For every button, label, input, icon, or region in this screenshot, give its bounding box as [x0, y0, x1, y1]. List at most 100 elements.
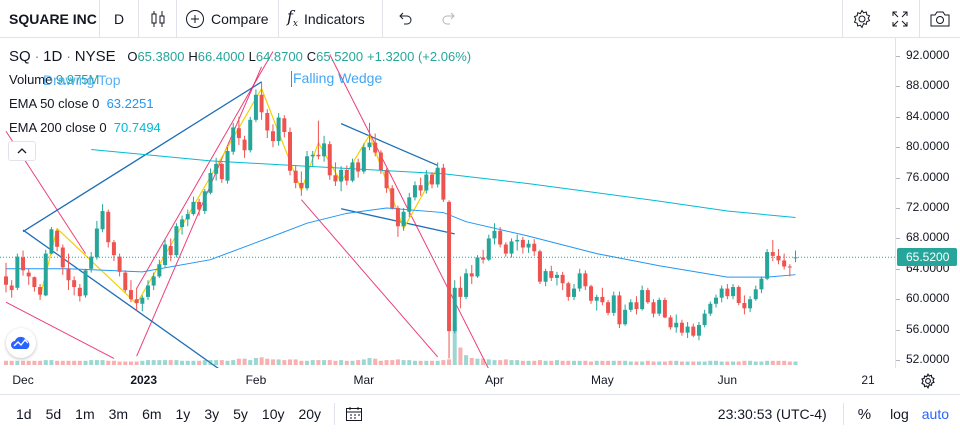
volume-bar: [589, 361, 594, 365]
volume-bar: [384, 360, 389, 365]
candle-body: [765, 252, 770, 279]
volume-bar: [197, 360, 202, 365]
range-button-1d[interactable]: 1d: [16, 406, 32, 422]
function-icon: fx: [287, 7, 298, 30]
legend-exchange: NYSE: [74, 48, 116, 65]
symbol-label: SQUARE INC: [9, 10, 97, 27]
candle-body: [367, 142, 372, 148]
candle-body: [753, 289, 758, 300]
volume-label[interactable]: Volume: [9, 72, 53, 87]
candle-body: [208, 173, 213, 193]
range-button-6m[interactable]: 6m: [142, 406, 162, 422]
candle-body: [736, 287, 741, 303]
compare-button[interactable]: Compare: [177, 0, 279, 38]
tradingview-logo[interactable]: [6, 328, 36, 358]
volume-bar: [163, 360, 168, 365]
log-toggle[interactable]: log: [890, 406, 909, 422]
candle-body: [94, 228, 99, 258]
candle-body: [390, 188, 395, 208]
last-price-badge: 65.5200: [897, 248, 957, 267]
volume-bar: [288, 359, 292, 365]
candle-body: [299, 182, 304, 189]
volume-bar: [503, 359, 508, 365]
range-button-10y[interactable]: 10y: [261, 406, 285, 422]
divider: [334, 403, 336, 425]
goto-date-button[interactable]: [335, 406, 373, 422]
chart-type-button[interactable]: [139, 0, 177, 38]
range-button-1m[interactable]: 1m: [75, 406, 95, 422]
ema50-path: [6, 207, 796, 278]
volume-bar: [282, 360, 287, 365]
candle-body: [163, 244, 168, 265]
collapse-legend-button[interactable]: [8, 141, 36, 161]
candle-body: [316, 154, 321, 157]
settings-button[interactable]: [842, 0, 881, 38]
chart-legend: SQ · 1D · NYSE O65.3800 H66.4000 L64.870…: [9, 44, 471, 140]
redo-button[interactable]: [427, 0, 471, 38]
symbol-search[interactable]: SQUARE INC: [0, 0, 100, 38]
candle-body: [469, 273, 474, 277]
candle-body: [435, 167, 440, 185]
price-chart[interactable]: [0, 38, 895, 368]
volume-bar: [736, 361, 741, 365]
candles-icon: [151, 10, 164, 27]
candle-body: [89, 256, 94, 269]
range-button-5d[interactable]: 5d: [45, 406, 62, 422]
candle-body: [537, 251, 542, 282]
falling-wedge-label[interactable]: Falling Wedge: [293, 70, 383, 86]
volume-bar: [72, 360, 77, 365]
candle-body: [770, 252, 775, 256]
candle-body: [191, 201, 196, 215]
range-button-3m[interactable]: 3m: [108, 406, 129, 422]
volume-bar: [560, 360, 565, 365]
top-toolbar: SQUARE INC D Compare fx Indicators: [0, 0, 960, 38]
candle-body: [606, 302, 611, 313]
volume-bar: [322, 360, 327, 365]
fullscreen-button[interactable]: [881, 0, 919, 38]
volume-bar: [628, 361, 633, 365]
percent-toggle[interactable]: %: [857, 405, 872, 423]
volume-bar: [185, 360, 190, 365]
volume-bar: [242, 358, 247, 365]
volume-bar: [782, 360, 787, 365]
auto-toggle[interactable]: auto: [921, 406, 949, 422]
volume-bar: [719, 361, 724, 365]
candle-body: [640, 290, 645, 310]
range-button-5y[interactable]: 5y: [233, 406, 248, 422]
range-buttons: 1d 5d 1m 3m 6m 1y 3y 5y 10y 20y: [0, 406, 328, 422]
range-button-1y[interactable]: 1y: [175, 406, 191, 422]
candle-body: [310, 154, 315, 157]
candle-body: [361, 147, 366, 172]
candle-body: [532, 243, 537, 252]
volume-bar: [623, 360, 628, 365]
range-button-3y[interactable]: 3y: [204, 406, 220, 422]
high-value: 66.4000: [197, 49, 245, 64]
candle-body: [333, 175, 338, 182]
time-tick-label: Dec: [12, 373, 34, 387]
undo-button[interactable]: [383, 0, 427, 38]
drawing-top-label[interactable]: Drawing Top: [43, 72, 121, 88]
volume-bar: [140, 360, 145, 365]
volume-bar: [4, 360, 8, 365]
snapshot-button[interactable]: [919, 0, 960, 38]
axis-settings-button[interactable]: [918, 371, 938, 391]
clock[interactable]: 23:30:53 (UTC-4): [717, 406, 827, 422]
volume-bar: [214, 360, 219, 365]
volume-bar: [577, 360, 582, 365]
volume-bar: [725, 361, 730, 365]
ema200-label[interactable]: EMA 200 close 0: [9, 120, 107, 135]
range-button-20y[interactable]: 20y: [298, 406, 322, 422]
indicators-button[interactable]: fx Indicators: [279, 0, 383, 38]
volume-bar: [373, 358, 378, 365]
volume-bar: [236, 358, 241, 365]
volume-bar: [486, 359, 491, 365]
candle-body: [787, 266, 792, 268]
legend-symbol[interactable]: SQ: [9, 48, 31, 65]
ema50-label[interactable]: EMA 50 close 0: [9, 96, 100, 111]
candle-body: [106, 211, 111, 243]
time-axis[interactable]: Dec 2023 Feb Mar Apr May Jun 21: [0, 368, 895, 394]
price-tick-label: 80.0000: [906, 139, 950, 154]
volume-bar: [276, 359, 281, 365]
interval-button[interactable]: D: [100, 0, 139, 38]
price-axis[interactable]: 92.0000 88.0000 84.0000 80.0000 76.0000 72.00…: [895, 38, 960, 368]
